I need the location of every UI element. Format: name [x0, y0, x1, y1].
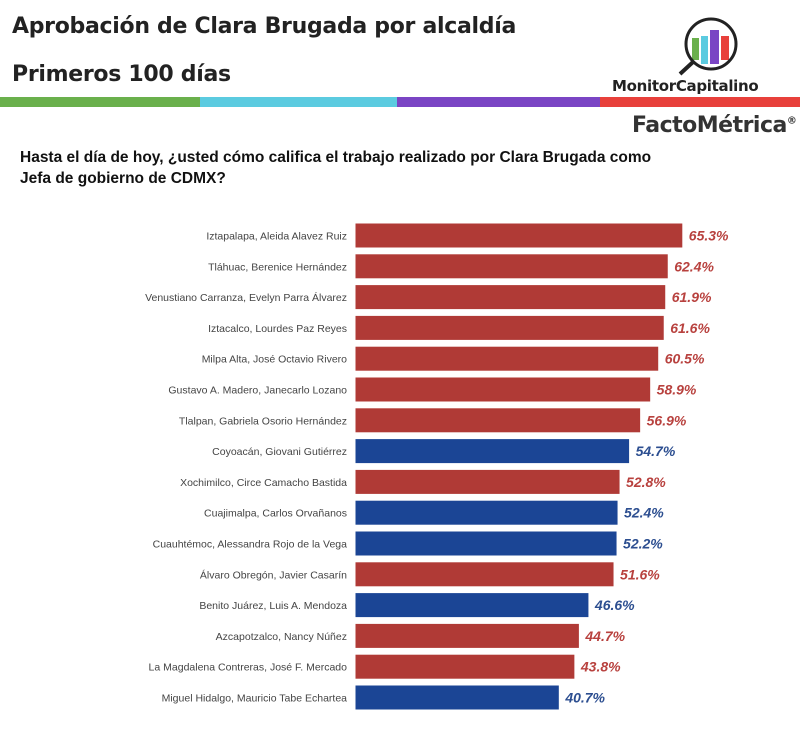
bar	[354, 314, 665, 341]
category-label: Xochimilco, Circe Camacho Bastida	[180, 477, 347, 489]
factometrica-logo: FactoMétrica®	[632, 113, 797, 138]
factometrica-text: FactoMétrica	[632, 113, 787, 138]
value-label: 62.4%	[674, 258, 714, 274]
bar	[354, 468, 621, 495]
bar	[354, 622, 580, 649]
value-label: 40.7%	[564, 690, 605, 706]
category-label: Iztapalapa, Aleida Alavez Ruiz	[206, 231, 347, 243]
color-stripe-green	[0, 97, 200, 107]
value-label: 43.8%	[580, 659, 621, 675]
value-label: 61.6%	[670, 320, 710, 336]
category-label: Tlalpan, Gabriela Osorio Hernández	[179, 415, 347, 427]
registered-mark: ®	[786, 115, 797, 127]
bar	[354, 653, 576, 680]
value-label: 51.6%	[620, 566, 660, 582]
category-label: La Magdalena Contreras, José F. Mercado	[149, 662, 348, 674]
bar	[354, 345, 660, 372]
value-label: 58.9%	[657, 382, 697, 398]
category-label: Milpa Alta, José Octavio Rivero	[202, 354, 347, 366]
category-label: Miguel Hidalgo, Mauricio Tabe Echartea	[162, 693, 348, 705]
category-label: Venustiano Carranza, Evelyn Parra Álvare…	[145, 291, 347, 304]
bar	[354, 222, 684, 249]
page-subtitle: Primeros 100 días	[12, 62, 231, 87]
bar	[354, 561, 615, 588]
monitor-capitalino-logo: MonitorCapitalino	[612, 77, 759, 95]
value-label: 65.3%	[689, 228, 729, 244]
value-label: 44.7%	[584, 628, 625, 644]
bar	[354, 407, 642, 434]
page-title: Aprobación de Clara Brugada por alcaldía	[12, 14, 517, 39]
bar	[354, 592, 590, 619]
category-label: Cuajimalpa, Carlos Orvañanos	[204, 508, 347, 520]
value-label: 56.9%	[647, 412, 687, 428]
color-stripe-cyan	[200, 97, 397, 107]
bar	[354, 438, 631, 465]
category-label: Coyoacán, Giovani Gutiérrez	[212, 446, 347, 458]
bar	[354, 684, 560, 711]
bar	[354, 284, 667, 311]
bar	[354, 253, 669, 280]
value-label: 52.4%	[624, 505, 664, 521]
bar	[354, 530, 618, 557]
category-label: Gustavo A. Madero, Janecarlo Lozano	[168, 385, 347, 397]
value-label: 52.8%	[626, 474, 666, 490]
category-label: Benito Juárez, Luis A. Mendoza	[199, 600, 347, 612]
value-label: 61.9%	[672, 289, 712, 305]
value-label: 46.6%	[594, 597, 635, 613]
chart-title: Hasta el día de hoy, ¿usted cómo calific…	[20, 149, 652, 187]
bar	[354, 376, 652, 403]
category-label: Tláhuac, Berenice Hernández	[208, 261, 347, 273]
color-stripe-red	[600, 97, 800, 107]
category-label: Cuauhtémoc, Alessandra Rojo de la Vega	[153, 539, 348, 551]
color-stripe-purple	[397, 97, 600, 107]
category-label: Azcapotzalco, Nancy Núñez	[216, 631, 347, 643]
bar	[354, 499, 619, 526]
value-label: 54.7%	[636, 443, 676, 459]
category-label: Álvaro Obregón, Javier Casarín	[200, 568, 347, 581]
value-label: 60.5%	[665, 351, 705, 367]
value-label: 52.2%	[623, 536, 663, 552]
magnifier-logo-icon	[678, 17, 738, 76]
category-label: Iztacalco, Lourdes Paz Reyes	[208, 323, 347, 335]
